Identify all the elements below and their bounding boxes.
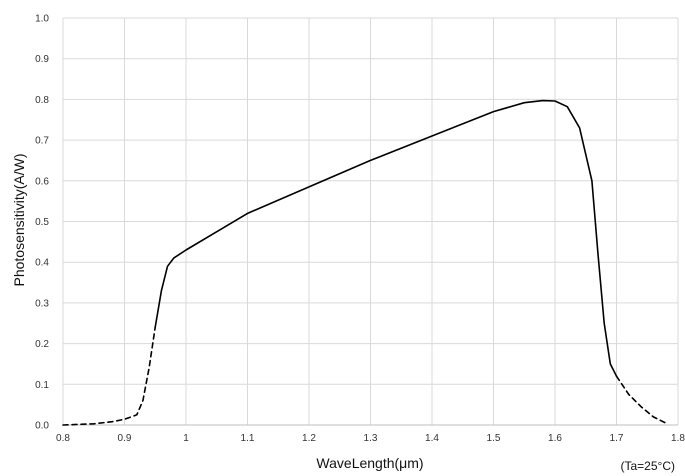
temperature-note: (Ta=25°C)	[621, 459, 676, 473]
x-tick-label: 1.1	[241, 433, 255, 444]
y-tick-label: 0.1	[35, 380, 49, 391]
y-tick-label: 0.6	[35, 176, 49, 187]
x-tick-label: 1.7	[610, 433, 624, 444]
series-line-dashed-2	[615, 375, 667, 424]
y-tick-label: 0.9	[35, 54, 49, 65]
x-axis-title: WaveLength(μm)	[316, 455, 423, 471]
x-tick-label: 1.3	[364, 433, 378, 444]
y-tick-label: 0.5	[35, 217, 49, 228]
y-tick-label: 0.4	[35, 258, 49, 269]
series-curves	[62, 99, 667, 426]
x-tick-labels: 0.8 0.9 1 1.1 1.2 1.3 1.4 1.5 1.6 1.7 1.8	[56, 433, 685, 444]
y-tick-label: 0.8	[35, 95, 49, 106]
x-tick-label: 1.8	[671, 433, 685, 444]
x-tick-label: 1.2	[302, 433, 316, 444]
x-tick-label: 1.5	[487, 433, 501, 444]
y-tick-label: 0.2	[35, 339, 49, 350]
series-line-dashed-0	[62, 326, 156, 426]
y-axis-title: Photosensitivity(A/W)	[11, 153, 27, 286]
grid-lines	[62, 17, 679, 426]
y-tick-label: 0.3	[35, 298, 49, 309]
x-tick-label: 1.4	[425, 433, 439, 444]
x-tick-label: 1.6	[548, 433, 562, 444]
x-tick-label: 0.9	[118, 433, 132, 444]
series-line-solid-1	[154, 99, 618, 377]
y-tick-label: 0.0	[35, 421, 49, 432]
y-tick-labels: 0.0 0.1 0.2 0.3 0.4 0.5 0.6 0.7 0.8 0.9 1.0	[35, 14, 49, 432]
y-tick-label: 1.0	[35, 14, 49, 25]
y-tick-label: 0.7	[35, 136, 49, 147]
x-tick-label: 0.8	[56, 433, 70, 444]
x-tick-label: 1	[183, 433, 189, 444]
